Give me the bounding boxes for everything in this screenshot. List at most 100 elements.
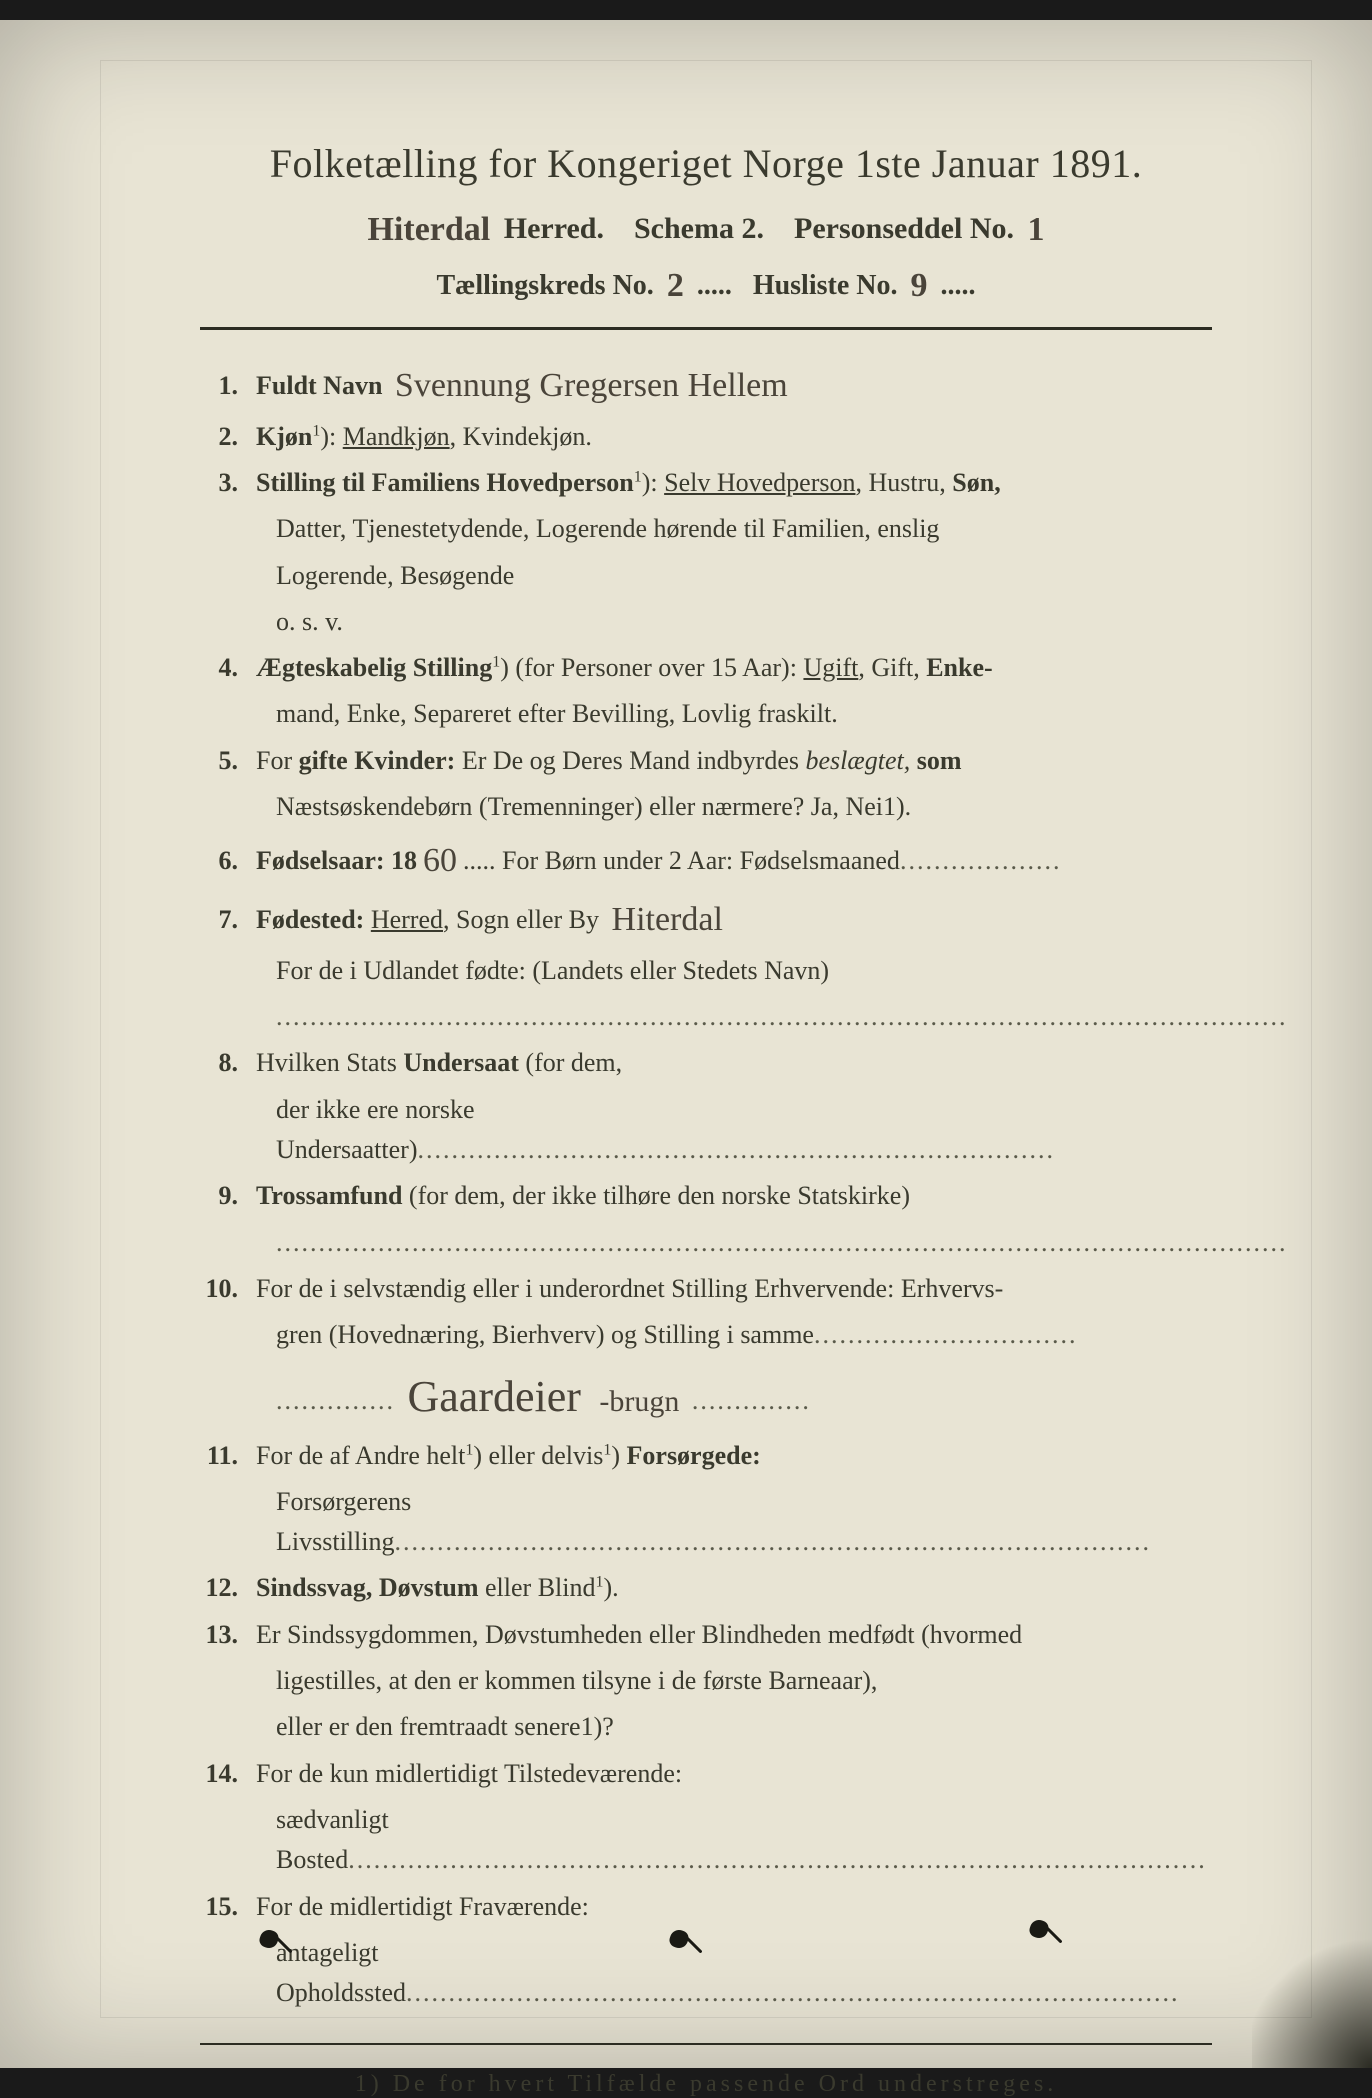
q3-t1: , Hustru, (856, 468, 953, 497)
page-corner-shadow (1252, 1928, 1372, 2068)
q9-mid: (for dem, der ikke tilhøre den norske St… (402, 1181, 910, 1210)
q7-u: Herred (371, 905, 443, 934)
q1-label: Fuldt Navn (256, 371, 382, 400)
q12-body: Sindssvag, Døvstum eller Blind1). (256, 1568, 1212, 1608)
q2-sup: 1 (312, 422, 320, 439)
q15-l2t: antageligt Opholdssted (276, 1938, 406, 2007)
q13-row: 13. Er Sindssygdommen, Døvstumheden elle… (200, 1615, 1212, 1655)
divider-top (200, 327, 1212, 330)
q13-l3a: eller (276, 1712, 322, 1741)
q2-label: Kjøn (256, 422, 312, 451)
q13-num: 13. (200, 1615, 256, 1655)
q2-opt1: Mandkjøn (343, 422, 450, 451)
q8-c: (for dem, (519, 1048, 622, 1077)
q11-row: 11. For de af Andre helt1) eller delvis1… (200, 1436, 1212, 1476)
q9-dots: ........................................… (200, 1223, 1212, 1263)
q8-l2: der ikke ere norske Undersaatter).......… (200, 1090, 1212, 1171)
subtitle2-line: Tællingskreds No. 2 ..... Husliste No. 9… (200, 265, 1212, 303)
q9-b: Trossamfund (256, 1181, 402, 1210)
q8-l2a: der (276, 1095, 316, 1124)
q11-body: For de af Andre helt1) eller delvis1) Fo… (256, 1436, 1212, 1476)
q5-sup: 1 (883, 792, 896, 821)
schema-label: Schema 2. (634, 212, 764, 245)
q10-l2t: gren (Hovednæring, Bierhverv) og Stillin… (276, 1320, 814, 1349)
q6-label: Fødselsaar: 18 (256, 846, 417, 875)
q12-num: 12. (200, 1568, 256, 1608)
q1-body: Fuldt Navn Svennung Gregersen Hellem (256, 358, 1212, 411)
husliste-label: Husliste No. (753, 270, 898, 301)
q6-row: 6. Fødselsaar: 1860..... For Børn under … (200, 833, 1212, 886)
q10-body: For de i selvstændig eller i underordnet… (256, 1269, 1212, 1309)
q8-a: Hvilken Stats (256, 1048, 403, 1077)
q5-l2t: Næstsøskendebørn (Tremenninger) eller næ… (276, 792, 883, 821)
q10-num: 10. (200, 1269, 256, 1309)
q10-hand: Gaardeier (402, 1363, 587, 1431)
q8-b: Undersaat (403, 1048, 519, 1077)
personseddel-label: Personseddel No. (794, 212, 1014, 245)
q15-body: For de midlertidigt Fraværende: (256, 1887, 1212, 1927)
q11-num: 11. (200, 1436, 256, 1476)
q3-l2a: Datter, Tjenestetydende, Logerende høren… (276, 514, 877, 543)
q3-b1: Søn, (952, 468, 1000, 497)
page-title: Folketælling for Kongeriget Norge 1ste J… (200, 140, 1212, 187)
q10-d3b: .............. (692, 1386, 811, 1415)
q7-label: Fødested: (256, 905, 364, 934)
q13-l2a: ligestilles, at den er kommen tilsyne (276, 1666, 658, 1695)
q4-sup: 1 (492, 654, 500, 671)
q10-hand-line: .............. Gaardeier -brugn ........… (200, 1361, 1212, 1429)
q4-row: 4. Ægteskabelig Stilling1) (for Personer… (200, 648, 1212, 688)
q4-u: Ugift (803, 653, 858, 682)
q6-num: 6. (200, 841, 256, 881)
q6-mid: ..... For Børn under 2 Aar: Fødselsmaane… (463, 846, 900, 875)
q3-row: 3. Stilling til Familiens Hovedperson1):… (200, 463, 1212, 503)
q15-l2: antageligt Opholdssted..................… (200, 1933, 1212, 2014)
q5-l2: Næstsøskendebørn (Tremenninger) eller næ… (200, 787, 1212, 827)
q3-l2: Datter, Tjenestetydende, Logerende høren… (200, 509, 1212, 549)
q5-end: ). (896, 792, 911, 821)
q12-row: 12. Sindssvag, Døvstum eller Blind1). (200, 1568, 1212, 1608)
q7-row: 7. Fødested: Herred, Sogn eller By Hiter… (200, 892, 1212, 945)
q1-row: 1. Fuldt Navn Svennung Gregersen Hellem (200, 358, 1212, 411)
kreds-no: 2 (661, 267, 690, 305)
q8-body: Hvilken Stats Undersaat (for dem, (256, 1043, 1212, 1083)
q14-body: For de kun midlertidigt Tilstedeværende: (256, 1754, 1212, 1794)
subtitle-line: Hiterdal Herred. Schema 2. Personseddel … (200, 209, 1212, 247)
q15-num: 15. (200, 1887, 256, 1927)
q10-row: 10. For de i selvstændig eller i underor… (200, 1269, 1212, 1309)
q9-num: 9. (200, 1176, 256, 1216)
q4-body: Ægteskabelig Stilling1) (for Personer ov… (256, 648, 1212, 688)
q11-dots: ........................................… (394, 1527, 1151, 1556)
q9-row: 9. Trossamfund (for dem, der ikke tilhør… (200, 1176, 1212, 1216)
q4-b2: Enke- (926, 653, 992, 682)
q13-l3: eller er den fremtraadt senere1)? (200, 1707, 1212, 1747)
q5-c: Er De og Deres Mand indbyrdes (455, 746, 805, 775)
q3-u: Selv Hovedperson (664, 468, 855, 497)
q9-body: Trossamfund (for dem, der ikke tilhøre d… (256, 1176, 1212, 1216)
census-form-page: Folketælling for Kongeriget Norge 1ste J… (0, 20, 1372, 2068)
divider-bottom (200, 2043, 1212, 2045)
q7-hand: Hiterdal (606, 894, 729, 947)
q14-num: 14. (200, 1754, 256, 1794)
q11-b: ) eller delvis (473, 1441, 603, 1470)
footnote: 1) De for hvert Tilfælde passende Ord un… (200, 2071, 1212, 2098)
q5-b: gifte Kvinder: (299, 746, 456, 775)
q8-row: 8. Hvilken Stats Undersaat (for dem, (200, 1043, 1212, 1083)
q4-rest: , Gift, (858, 653, 926, 682)
q5-row: 5. For gifte Kvinder: Er De og Deres Man… (200, 741, 1212, 781)
q13-body: Er Sindssygdommen, Døvstumheden eller Bl… (256, 1615, 1212, 1655)
q5-body: For gifte Kvinder: Er De og Deres Mand i… (256, 741, 1212, 781)
footnote-sup: 1 (355, 2071, 371, 2097)
q12-mid: eller Blind (479, 1573, 596, 1602)
q6-dots: ................... (900, 846, 1062, 875)
q6-body: Fødselsaar: 1860..... For Børn under 2 A… (256, 833, 1212, 886)
kreds-label: Tællingskreds No. (436, 270, 653, 301)
q1-num: 1. (200, 366, 256, 406)
q3-sup: 1 (634, 468, 642, 485)
herred-handwritten: Hiterdal (361, 211, 496, 249)
q13-l2b: i de første Barneaar (658, 1666, 862, 1695)
q3-l3: Logerende, Besøgende (200, 556, 1212, 596)
q8-l2c: ) (409, 1135, 418, 1164)
q11-l2t: Forsørgerens Livsstilling (276, 1487, 411, 1556)
q15-row: 15. For de midlertidigt Fraværende: (200, 1887, 1212, 1927)
personseddel-no: 1 (1022, 211, 1051, 249)
